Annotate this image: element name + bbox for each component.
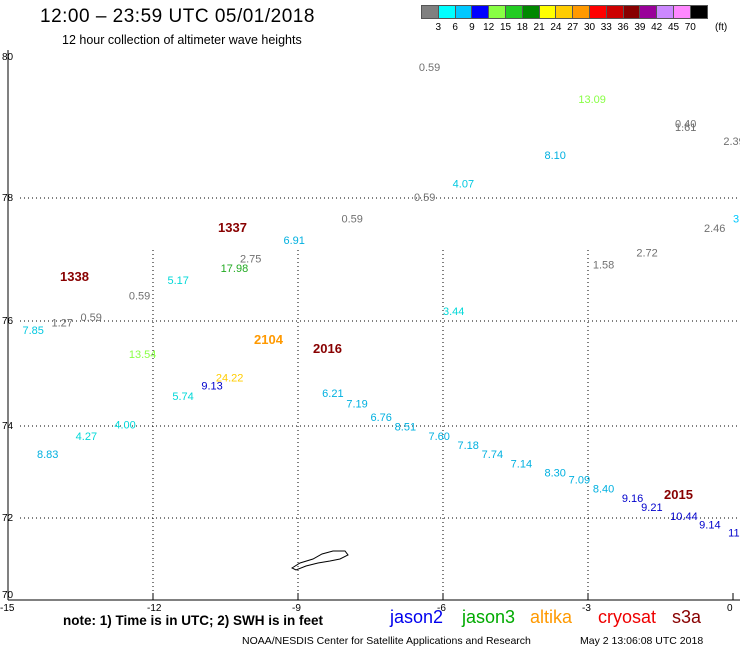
x-tick-label: 0 [727, 603, 733, 614]
color-scale-label: 18 [516, 22, 528, 33]
wave-height-label: 0.59 [342, 214, 363, 226]
wave-height-label: 0.40 [675, 119, 696, 131]
wave-height-label: 2.46 [704, 223, 725, 235]
wave-height-label: 7.18 [458, 440, 479, 452]
page-title: 12:00 – 23:59 UTC 05/01/2018 [40, 6, 315, 27]
legend-jason3: jason3 [462, 607, 516, 627]
wave-height-label: 1.27 [52, 317, 73, 329]
color-scale-label: 45 [667, 22, 680, 33]
color-scale-label: 70 [684, 22, 696, 33]
wave-height-label: 17.98 [221, 263, 249, 275]
wave-height-label: 5.17 [168, 275, 189, 287]
x-tick-label: -12 [147, 603, 162, 614]
wave-height-label: 0.59 [414, 192, 435, 204]
wave-height-label: 4.07 [453, 178, 474, 190]
wave-height-label: 8.10 [545, 150, 566, 162]
wave-height-label: 9.16 [622, 493, 643, 505]
x-tick-label: -15 [0, 603, 15, 614]
pass-count-label: 2016 [313, 341, 342, 356]
y-tick-label: 74 [2, 421, 14, 432]
color-scale-label: 3 [435, 22, 442, 33]
wave-height-label: 7.60 [429, 431, 450, 443]
wave-height-label: 6.91 [284, 235, 305, 247]
pass-count-label: 1337 [218, 220, 247, 235]
wave-height-label: 8.30 [545, 468, 566, 480]
x-tick-label: -3 [582, 603, 591, 614]
wave-height-label: 4.27 [76, 431, 97, 443]
wave-height-label: 1.61 [675, 122, 696, 134]
pass-count-label: 2015 [664, 487, 693, 502]
legend-s3a: s3a [672, 607, 702, 627]
wave-height-label: 5.74 [172, 391, 193, 403]
wave-height-label: 13.09 [578, 94, 606, 106]
legend-cryosat: cryosat [598, 607, 657, 627]
wave-height-label: 1.58 [593, 260, 614, 272]
color-scale-label: 27 [567, 22, 579, 33]
color-scale-swatch [689, 5, 708, 19]
wave-height-label: 11.43 [728, 527, 740, 539]
wave-height-label: 7.09 [569, 475, 590, 487]
color-scale-label: 24 [550, 22, 562, 33]
x-tick-label: -6 [437, 603, 446, 614]
legend-altika: altika [530, 607, 573, 627]
credit-text: NOAA/NESDIS Center for Satellite Applica… [242, 635, 531, 647]
x-tick-label: -9 [292, 603, 301, 614]
wave-height-label: 2.75 [240, 254, 261, 266]
wave-height-label: 2.39 [723, 136, 740, 148]
color-scale-label: 9 [469, 22, 475, 33]
color-scale-bar [421, 5, 708, 19]
wave-height-label: 3.44 [443, 306, 464, 318]
wave-height-label: 0.59 [129, 290, 150, 302]
color-scale-label: 39 [634, 22, 646, 33]
color-scale-label: 33 [600, 22, 612, 33]
wave-height-label: 0.59 [81, 312, 102, 324]
legend-jason2: jason2 [390, 607, 444, 627]
color-scale-label: 30 [583, 22, 596, 33]
y-tick-label: 76 [2, 316, 14, 327]
y-tick-label: 78 [2, 193, 14, 204]
color-scale-unit: (ft) [715, 22, 728, 33]
pass-count-label: 2104 [254, 332, 284, 347]
wave-height-label: 3 [733, 214, 739, 226]
island-outline [290, 550, 349, 571]
wave-height-label: 9.13 [201, 380, 222, 392]
color-scale-label: 12 [483, 22, 495, 33]
pass-count-label: 1338 [60, 269, 89, 284]
wave-height-label: 2.72 [636, 247, 657, 259]
wave-height-label: 13.54 [129, 349, 157, 361]
wave-height-label: 9.14 [699, 519, 720, 531]
wave-height-label: 7.14 [511, 458, 532, 470]
color-scale-label: 42 [651, 22, 663, 33]
wave-height-label: 24.22 [216, 372, 244, 384]
page-subtitle: 12 hour collection of altimeter wave hei… [62, 33, 302, 47]
wave-height-label: 8.51 [395, 422, 416, 434]
wave-height-label: 8.40 [593, 484, 614, 496]
color-scale-label: 21 [533, 22, 545, 33]
color-scale-label: 6 [452, 22, 458, 33]
wave-height-label: 7.74 [482, 449, 503, 461]
wave-height-label: 7.19 [346, 399, 367, 411]
wave-height-label: 8.83 [37, 449, 58, 461]
timestamp-text: May 2 13:06:08 UTC 2018 [580, 635, 704, 647]
y-tick-label: 80 [2, 52, 14, 63]
wave-height-label: 6.21 [322, 388, 343, 400]
wave-height-label: 9.21 [641, 502, 662, 514]
wave-height-label: 10.44 [670, 511, 698, 523]
wave-height-label: 4.00 [114, 419, 135, 431]
color-scale-label: 36 [617, 22, 629, 33]
wave-height-label: 6.76 [371, 412, 392, 424]
wave-height-label: 7.85 [23, 325, 44, 337]
wave-height-label: 0.59 [419, 62, 440, 74]
footnote: note: 1) Time is in UTC; 2) SWH is in fe… [63, 613, 324, 628]
color-scale-label: 15 [499, 22, 512, 33]
y-tick-label: 72 [2, 513, 14, 524]
